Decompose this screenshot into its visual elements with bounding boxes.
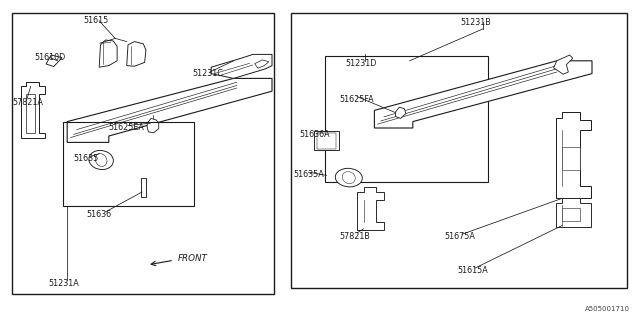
Text: 51675A: 51675A — [445, 232, 476, 241]
Polygon shape — [556, 198, 591, 227]
Text: 57821A: 57821A — [13, 98, 44, 107]
Bar — [63, 122, 194, 206]
Text: 51615: 51615 — [83, 16, 108, 25]
Polygon shape — [21, 82, 45, 138]
Polygon shape — [357, 187, 384, 230]
Ellipse shape — [89, 150, 113, 170]
Text: 51615A: 51615A — [458, 266, 488, 275]
Text: 51625EA: 51625EA — [109, 124, 145, 132]
Polygon shape — [141, 178, 146, 197]
Polygon shape — [127, 42, 146, 66]
Polygon shape — [147, 118, 159, 133]
Text: 51231B: 51231B — [461, 18, 492, 27]
Polygon shape — [396, 107, 406, 118]
Text: 51231C: 51231C — [192, 69, 223, 78]
Text: 51625FA: 51625FA — [339, 95, 374, 104]
Ellipse shape — [342, 172, 355, 184]
Polygon shape — [46, 55, 62, 67]
Bar — [12, 13, 274, 294]
Polygon shape — [374, 61, 592, 128]
Ellipse shape — [95, 154, 107, 166]
Polygon shape — [67, 78, 272, 142]
Polygon shape — [556, 112, 591, 198]
Polygon shape — [554, 55, 573, 74]
Text: 51610D: 51610D — [34, 53, 65, 62]
Text: 51636A: 51636A — [300, 130, 330, 139]
Text: 57821B: 57821B — [339, 232, 370, 241]
Text: A505001710: A505001710 — [586, 306, 630, 312]
Text: 51231A: 51231A — [48, 279, 79, 288]
Polygon shape — [99, 40, 117, 67]
Polygon shape — [255, 60, 269, 68]
Ellipse shape — [335, 168, 362, 187]
Polygon shape — [562, 147, 580, 170]
Bar — [291, 13, 627, 288]
Polygon shape — [211, 54, 272, 78]
Polygon shape — [314, 131, 339, 150]
Bar — [325, 56, 488, 182]
Polygon shape — [562, 208, 580, 221]
Polygon shape — [317, 133, 336, 149]
Text: 51636: 51636 — [86, 210, 111, 219]
Text: FRONT: FRONT — [177, 254, 207, 263]
Polygon shape — [26, 94, 35, 133]
Text: 51635A: 51635A — [293, 170, 324, 179]
Text: 51635: 51635 — [74, 154, 99, 163]
Text: 51231D: 51231D — [346, 60, 377, 68]
